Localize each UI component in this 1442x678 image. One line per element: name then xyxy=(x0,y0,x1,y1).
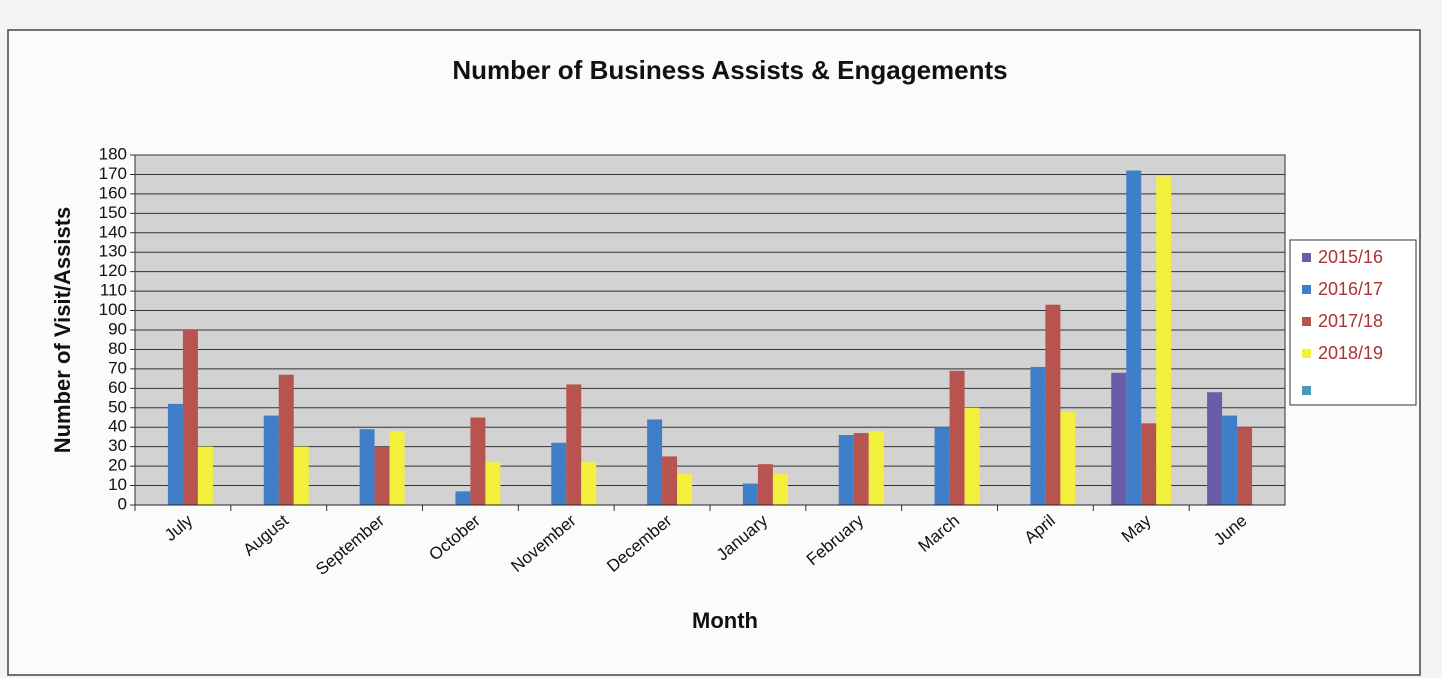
bar xyxy=(1207,392,1223,505)
y-tick-label: 180 xyxy=(99,144,127,163)
bar xyxy=(1030,366,1046,505)
y-tick-label: 120 xyxy=(99,261,127,280)
chart-title: Number of Business Assists & Engagements xyxy=(452,55,1007,85)
bar xyxy=(1237,427,1253,505)
bar xyxy=(581,462,597,505)
bar xyxy=(1141,423,1157,505)
legend-swatch xyxy=(1302,253,1311,262)
legend-label: 2016/17 xyxy=(1318,279,1383,299)
bar xyxy=(934,427,950,505)
bar xyxy=(293,446,309,505)
bar xyxy=(1045,304,1061,505)
bar xyxy=(742,483,758,505)
bar xyxy=(662,456,678,505)
bar xyxy=(263,415,279,505)
bar xyxy=(1126,170,1142,506)
y-tick-label: 60 xyxy=(108,378,127,397)
bar xyxy=(838,435,854,505)
x-axis-label: Month xyxy=(692,608,758,633)
bar xyxy=(551,442,567,505)
y-axis-label: Number of Visit/Assists xyxy=(50,207,75,454)
legend-swatch xyxy=(1302,285,1311,294)
bar xyxy=(1156,176,1172,505)
y-tick-label: 100 xyxy=(99,300,127,319)
y-tick-label: 40 xyxy=(108,417,127,436)
bar xyxy=(1222,415,1238,505)
bar xyxy=(647,419,663,505)
bar xyxy=(772,473,788,505)
bar xyxy=(359,429,375,505)
y-tick-label: 130 xyxy=(99,242,127,261)
bar xyxy=(182,330,198,505)
bar xyxy=(964,407,980,505)
legend-label: 2018/19 xyxy=(1318,343,1383,363)
y-tick-label: 0 xyxy=(118,494,127,513)
bar xyxy=(470,417,486,505)
bar xyxy=(566,384,582,505)
bar xyxy=(1111,372,1127,505)
y-tick-label: 140 xyxy=(99,222,127,241)
bar xyxy=(853,433,869,505)
y-tick-label: 30 xyxy=(108,436,127,455)
y-tick-label: 170 xyxy=(99,164,127,183)
bar xyxy=(485,462,501,505)
bar xyxy=(197,446,213,505)
y-tick-label: 20 xyxy=(108,456,127,475)
bar xyxy=(167,403,183,505)
y-tick-label: 50 xyxy=(108,397,127,416)
y-tick-label: 160 xyxy=(99,183,127,202)
y-tick-label: 110 xyxy=(100,281,127,300)
bar xyxy=(757,464,773,505)
y-tick-label: 150 xyxy=(99,203,127,222)
y-tick-label: 10 xyxy=(108,475,127,494)
legend-swatch xyxy=(1302,386,1311,395)
bar xyxy=(278,374,294,505)
legend-label: 2017/18 xyxy=(1318,311,1383,331)
legend-swatch xyxy=(1302,349,1311,358)
bar xyxy=(455,491,471,505)
bar xyxy=(374,446,390,505)
y-tick-label: 90 xyxy=(108,319,127,338)
bar xyxy=(949,370,965,505)
bar xyxy=(389,431,405,505)
y-tick-label: 70 xyxy=(108,358,127,377)
bar xyxy=(868,431,884,505)
bar xyxy=(677,473,693,505)
bar xyxy=(1060,411,1076,505)
legend-label: 2015/16 xyxy=(1318,247,1383,267)
y-tick-label: 80 xyxy=(108,339,127,358)
legend-swatch xyxy=(1302,317,1311,326)
